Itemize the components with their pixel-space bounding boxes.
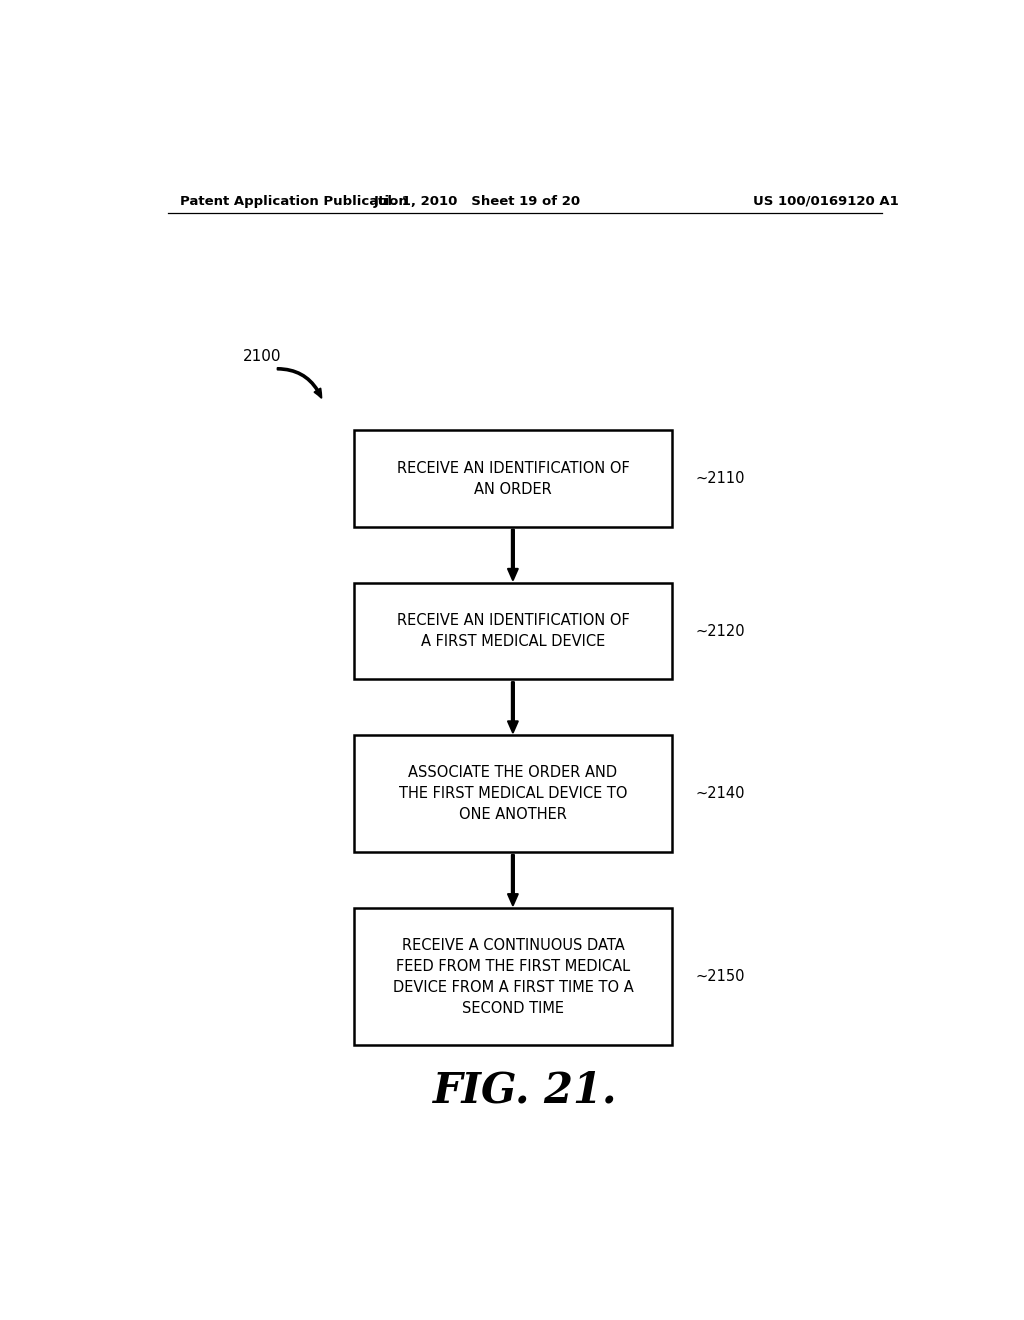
Text: Jul. 1, 2010   Sheet 19 of 20: Jul. 1, 2010 Sheet 19 of 20 — [374, 194, 581, 207]
Text: RECEIVE A CONTINUOUS DATA
FEED FROM THE FIRST MEDICAL
DEVICE FROM A FIRST TIME T: RECEIVE A CONTINUOUS DATA FEED FROM THE … — [392, 937, 633, 1015]
Text: FIG. 21.: FIG. 21. — [432, 1069, 617, 1111]
Text: ~2110: ~2110 — [695, 471, 744, 486]
FancyArrowPatch shape — [508, 855, 518, 906]
Bar — [354, 735, 672, 853]
Text: RECEIVE AN IDENTIFICATION OF
A FIRST MEDICAL DEVICE: RECEIVE AN IDENTIFICATION OF A FIRST MED… — [396, 612, 630, 649]
FancyArrowPatch shape — [508, 682, 518, 733]
FancyArrowPatch shape — [278, 368, 322, 397]
Text: ~2120: ~2120 — [695, 623, 745, 639]
FancyArrowPatch shape — [508, 529, 518, 579]
Text: US 100/0169120 A1: US 100/0169120 A1 — [754, 194, 899, 207]
Bar — [354, 582, 672, 680]
Text: ~2150: ~2150 — [695, 969, 744, 985]
Text: RECEIVE AN IDENTIFICATION OF
AN ORDER: RECEIVE AN IDENTIFICATION OF AN ORDER — [396, 461, 630, 496]
Text: Patent Application Publication: Patent Application Publication — [179, 194, 408, 207]
Bar — [354, 430, 672, 527]
Text: ~2140: ~2140 — [695, 787, 744, 801]
Bar — [354, 908, 672, 1045]
Text: ASSOCIATE THE ORDER AND
THE FIRST MEDICAL DEVICE TO
ONE ANOTHER: ASSOCIATE THE ORDER AND THE FIRST MEDICA… — [398, 766, 627, 822]
Text: 2100: 2100 — [243, 348, 282, 364]
